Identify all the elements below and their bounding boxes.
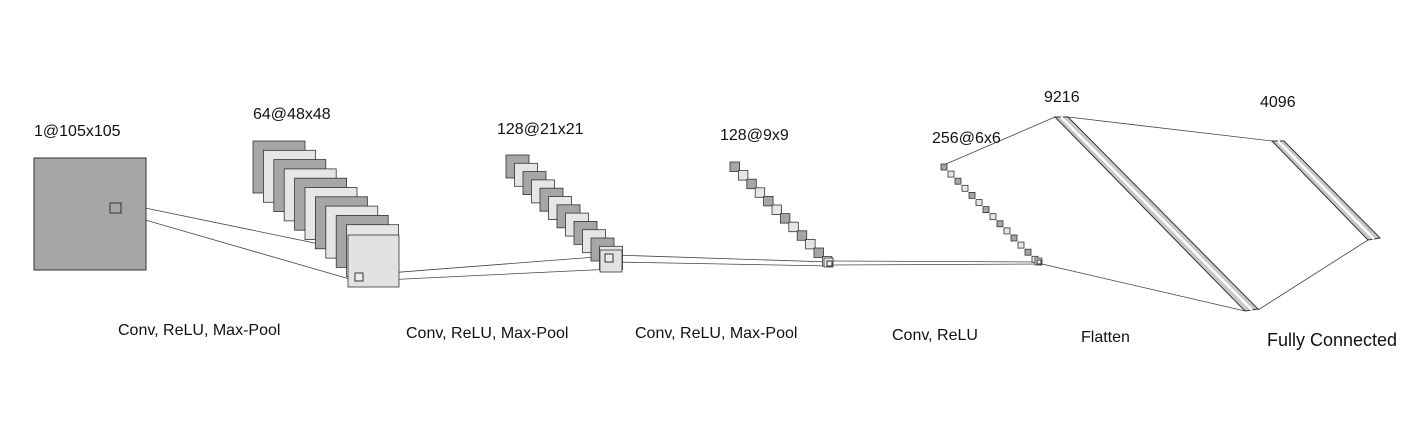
feature-stack-conv4-map: [940, 163, 948, 171]
connector-line: [831, 263, 1042, 266]
feature-stack-conv3-map: [796, 230, 808, 241]
layer-label-fc: 4096: [1260, 94, 1296, 111]
connector-line: [612, 254, 831, 263]
flatten-vector-highlight: [1060, 116, 1253, 311]
layer-label-flatten: 9216: [1044, 89, 1080, 106]
operation-label-4: Conv, ReLU: [892, 327, 978, 344]
connector-line: [1041, 263, 1246, 312]
operation-label-2: Conv, ReLU, Max-Pool: [406, 325, 569, 342]
operation-label-1: Conv, ReLU, Max-Pool: [118, 322, 281, 339]
layer-label-conv4: 256@6x6: [932, 130, 1001, 147]
feature-stack-conv3-map: [763, 195, 774, 207]
kernel-marker-conv2: [604, 253, 614, 263]
feature-stack-conv4-map: [968, 191, 976, 199]
operation-label-3: Conv, ReLU, Max-Pool: [635, 325, 798, 342]
operation-label-5: Flatten: [1081, 329, 1130, 346]
feature-stack-conv4-map: [1010, 234, 1018, 242]
input-image: [33, 157, 147, 271]
feature-stack-conv4: [940, 163, 1039, 263]
connector-line: [361, 255, 610, 276]
connector-line: [1257, 239, 1369, 311]
connector-line: [945, 116, 1056, 165]
connector-line: [612, 261, 833, 267]
feature-stack-conv1: [252, 140, 400, 278]
feature-stack-conv4-map: [947, 170, 955, 178]
connector-line: [120, 212, 361, 283]
feature-stack-conv4-map: [1017, 241, 1025, 249]
layer-label-conv1: 64@48x48: [253, 106, 331, 123]
kernel-markers: [109, 202, 1042, 282]
feature-stack-conv3-map: [729, 161, 740, 172]
layer-label-conv2: 128@21x21: [497, 121, 584, 138]
kernel-marker-conv1: [354, 272, 364, 282]
feature-stack-conv3-map: [780, 213, 791, 224]
connection-lines: [120, 116, 1369, 312]
feature-stack-conv3-map: [746, 178, 757, 190]
connector-line: [361, 268, 614, 282]
kernel-marker-input: [109, 202, 122, 214]
feature-stack-conv3-map: [805, 238, 816, 250]
feature-stack-conv4-map: [996, 220, 1004, 228]
feature-stack-conv3-map: [738, 170, 749, 181]
operation-label-6: Fully Connected: [1267, 330, 1398, 350]
feature-stack-conv3-map: [771, 204, 782, 215]
kernel-marker-conv4: [1036, 259, 1042, 265]
feature-stack-conv4-map: [982, 206, 990, 214]
layer-label-conv3: 128@9x9: [720, 127, 789, 144]
feature-stack-conv3: [729, 161, 833, 267]
connector-line: [831, 260, 1040, 263]
feature-stack-conv3-map: [813, 247, 824, 258]
kernel-marker-conv3: [826, 260, 833, 267]
feature-map-stacks: [33, 116, 1382, 312]
feature-stack-conv4-map: [954, 177, 962, 185]
feature-stack-conv4-map: [975, 199, 983, 206]
feature-stack-conv3-map: [754, 187, 766, 198]
feature-stack-conv4-map: [961, 184, 969, 192]
fc-vector-highlight: [1277, 140, 1375, 240]
connector-line: [1067, 116, 1273, 142]
feature-stack-conv4-map: [989, 213, 997, 221]
feature-stack-conv4-map: [1024, 248, 1032, 256]
feature-stack-conv3-map: [788, 221, 799, 233]
layer-label-input: 1@105x105: [34, 123, 121, 140]
feature-stack-conv4-map: [1003, 227, 1011, 235]
